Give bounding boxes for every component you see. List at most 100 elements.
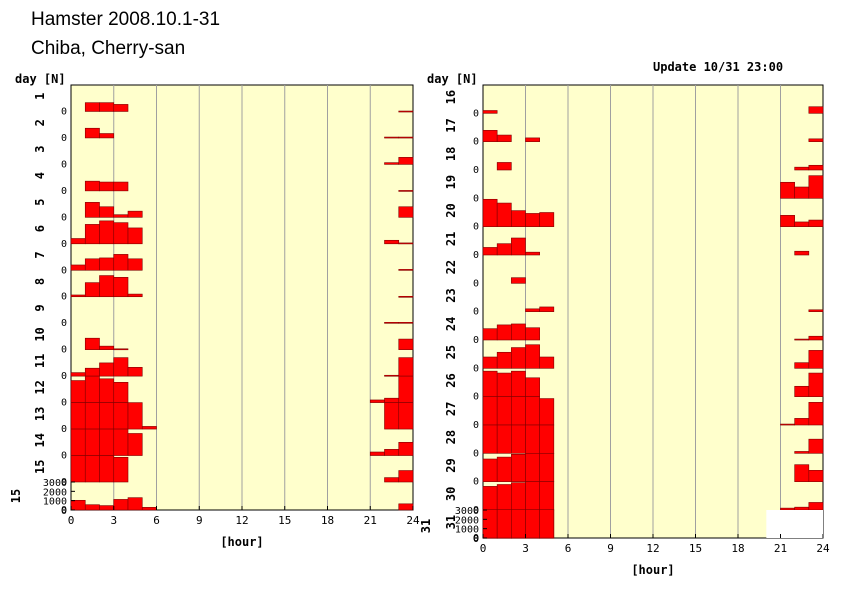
activity-bar [70,372,86,377]
activity-bar [99,206,115,218]
day-label: 24 [444,317,458,331]
day-label: 17 [444,118,458,132]
row-zero-label: 0 [473,307,479,318]
activity-bar [84,224,100,245]
day-label: 16 [444,90,458,104]
activity-bar [84,102,100,112]
day-label: 15 [33,460,47,474]
activity-bar [398,357,414,377]
activity-bar [511,509,526,539]
row-zero-label: 0 [473,420,479,431]
activity-bar [127,402,143,430]
activity-bar [384,374,400,377]
activity-bar [99,378,115,403]
x-tick-label: 12 [646,542,659,555]
activity-bar [525,509,540,539]
activity-bar [70,380,86,403]
activity-bar [84,127,100,139]
activity-bar [525,424,540,454]
activity-bar [398,295,414,298]
activity-bar [113,222,129,245]
activity-bar [127,367,143,377]
x-tick-label: 15 [278,514,291,527]
activity-bar [398,375,414,403]
activity-bar [127,210,143,218]
activity-bar [84,180,100,192]
activity-bar [525,137,540,142]
activity-bar [808,106,824,114]
right-panel: 0 16 0 17 0 18 0 19 0 20 0 21 0 22 0 23 0 24 0 25 0 26 0 27 0 28 0… [419,72,830,577]
row-zero-label: 0 [473,448,479,459]
left-panel: 0102030405060708090100110120130140153000… [9,72,420,549]
activity-bar [141,426,157,430]
chart-title: Hamster 2008.10.1-31 [31,9,221,30]
activity-bar [496,134,512,142]
day-label: 26 [444,373,458,387]
x-tick-label: 9 [196,514,203,527]
day-label: 10 [33,327,47,341]
day-label: 1 [33,93,47,100]
row-zero-label: 0 [473,108,479,119]
activity-bar [780,507,795,511]
scale-tick-label: 0 [473,533,479,544]
activity-bar [113,104,129,112]
day-label: 7 [33,251,47,258]
activity-bar [70,428,86,456]
activity-bar [398,242,414,245]
activity-bar [70,455,86,483]
activity-bar [808,175,824,199]
activity-bar [511,482,526,511]
day-label: 12 [33,380,47,394]
day-label: 5 [33,198,47,205]
row-zero-label: 0 [61,292,67,303]
activity-bar [113,254,129,271]
day-label: 4 [33,172,47,179]
row-zero-label: 0 [61,424,67,435]
activity-bar [808,350,824,369]
x-tick-label: 12 [235,514,248,527]
activity-bar [127,497,143,511]
activity-bar [99,133,115,139]
x-tick-label: 21 [364,514,377,527]
row-zero-label: 0 [473,278,479,289]
activity-bar [808,335,824,341]
activity-bar [496,202,512,227]
row-zero-label: 0 [61,345,67,356]
activity-bar [99,428,115,456]
day-label: 22 [444,260,458,274]
activity-bar [794,338,810,341]
activity-bar [780,215,795,227]
activity-bar [99,455,115,483]
x-tick-label: 18 [321,514,334,527]
activity-bar [398,110,414,113]
no-data-gap [766,510,823,538]
row-zero-label: 0 [473,335,479,346]
activity-bar [511,237,526,256]
activity-bar [70,294,86,298]
day-label: 18 [444,147,458,161]
activity-bar [525,251,540,256]
activity-bar [384,239,400,245]
activity-bar [99,181,115,192]
day-label: 28 [444,430,458,444]
activity-bar [525,481,540,511]
activity-bar [794,166,810,171]
activity-bar [539,509,555,539]
row-zero-label: 0 [61,239,67,250]
activity-bar [539,424,555,454]
row-zero-label: 0 [473,165,479,176]
row-zero-label: 0 [61,398,67,409]
row-zero-label: 0 [473,533,479,544]
activity-bar [780,423,795,426]
scale-tick-label: 0 [473,534,479,545]
activity-bar [113,402,129,430]
day-label: 2 [33,119,47,126]
x-tick-label: 24 [816,542,830,555]
activity-bar [70,499,86,511]
activity-bar [496,396,512,426]
activity-bar [539,453,555,482]
chart-subtitle: Chiba, Cherry-san [31,38,186,59]
activity-bar [794,451,810,454]
activity-bar [369,451,385,456]
activity-bar [482,198,498,227]
